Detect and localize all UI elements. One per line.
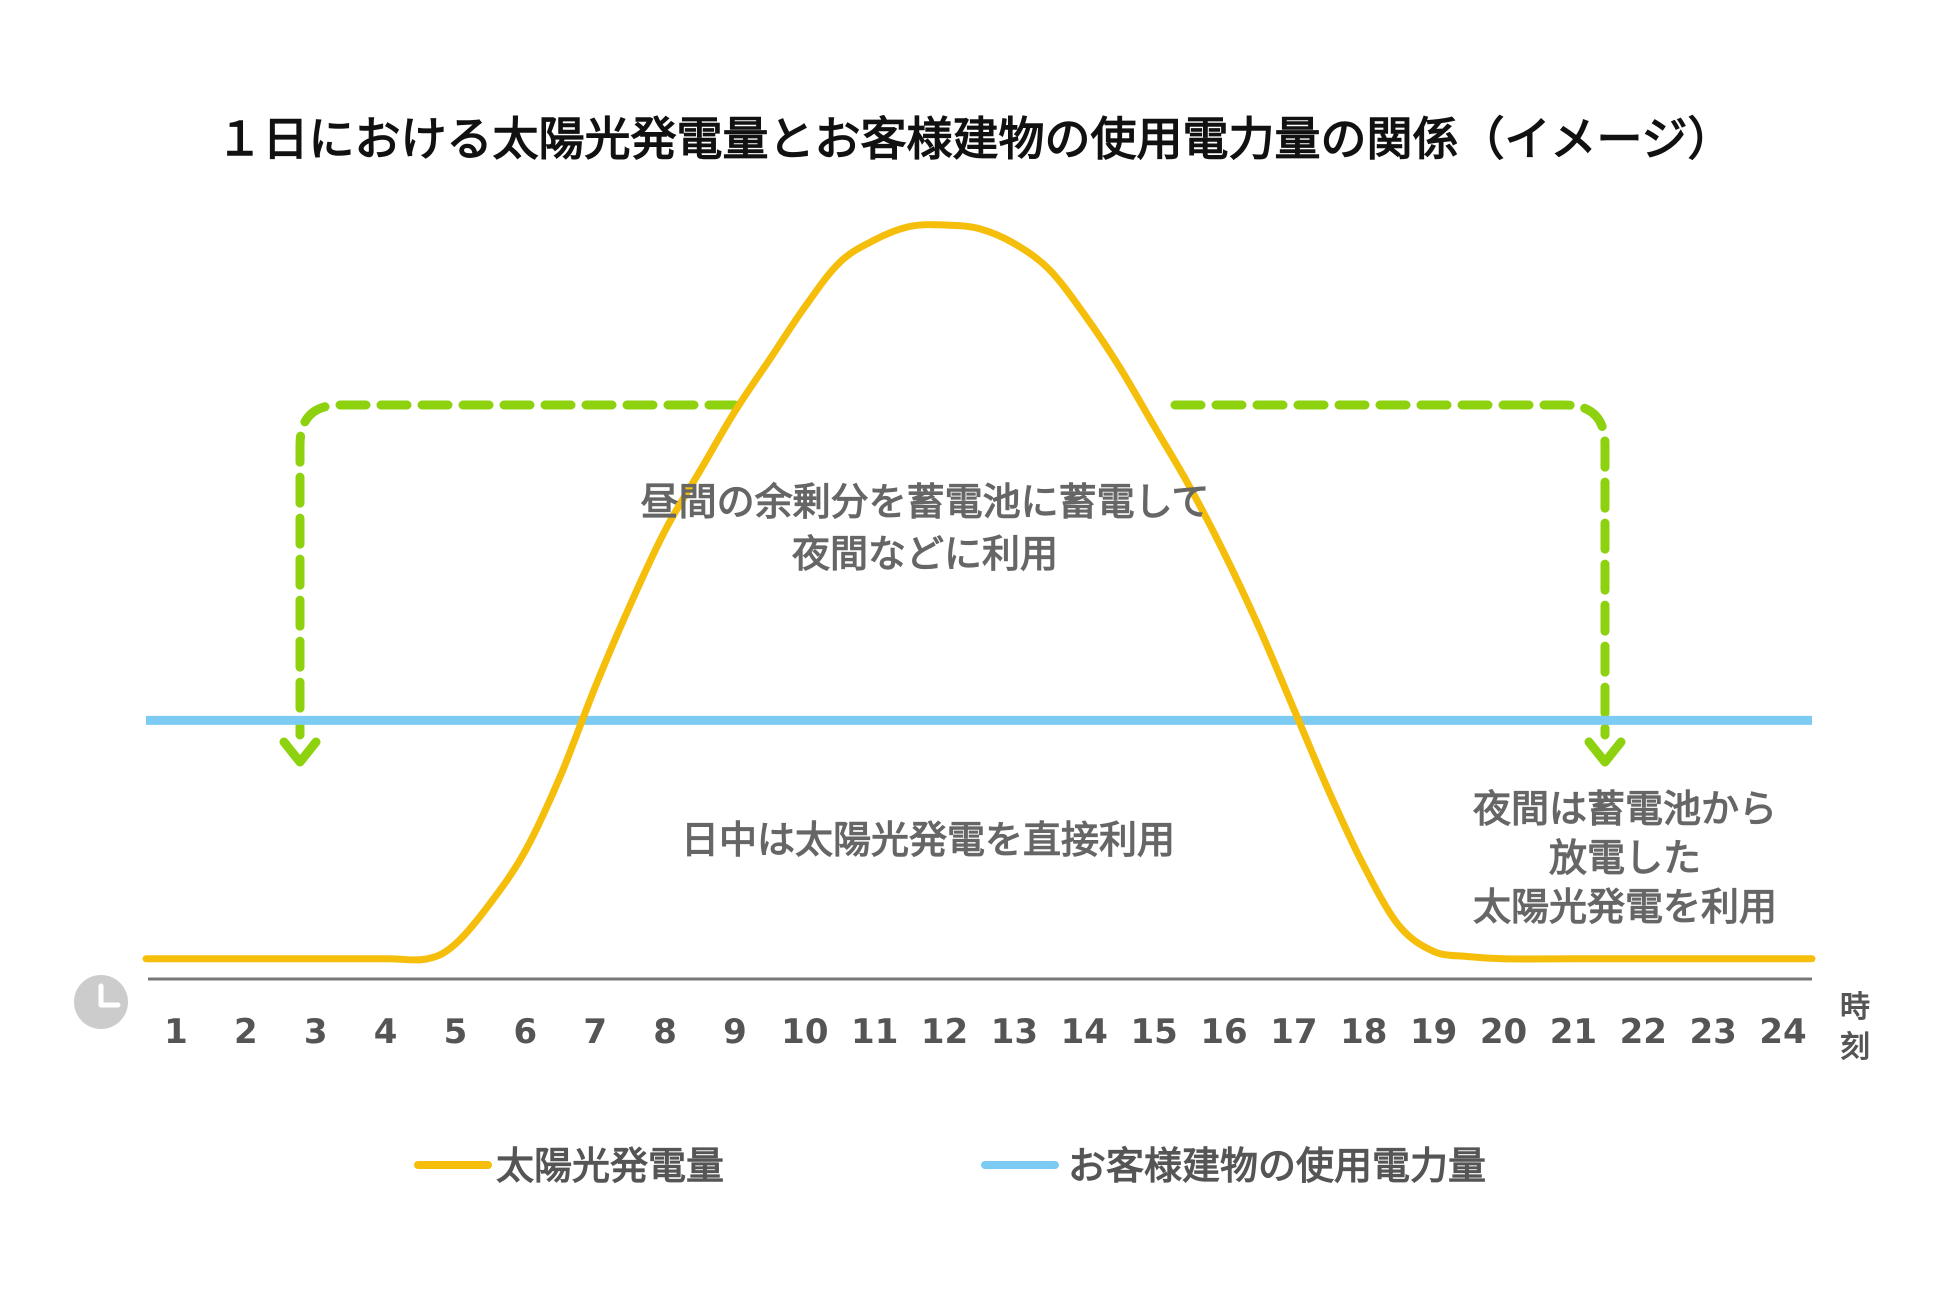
x-tick-label: 23 (1689, 1012, 1736, 1052)
x-tick-label: 3 (304, 1012, 328, 1052)
x-tick-label: 6 (514, 1012, 538, 1052)
x-axis-unit-char: 時 (1840, 990, 1870, 1025)
clock-icon (74, 975, 128, 1029)
x-tick-label: 8 (653, 1012, 677, 1052)
annotation-line: 日中は太陽光発電を直接利用 (681, 818, 1175, 862)
x-tick-label: 11 (851, 1012, 898, 1052)
x-axis-unit-char: 刻 (1840, 1030, 1870, 1065)
x-tick-label: 9 (723, 1012, 747, 1052)
arrow-left-head (279, 737, 321, 767)
x-tick-label: 4 (374, 1012, 398, 1052)
annotation-line: 太陽光発電を利用 (1473, 885, 1777, 929)
x-tick-label: 19 (1410, 1012, 1457, 1052)
series-solar-line (142, 221, 1816, 964)
x-tick-label: 18 (1340, 1012, 1387, 1052)
legend-label: 太陽光発電量 (496, 1144, 724, 1188)
x-tick-label: 14 (1061, 1012, 1108, 1052)
annotation-storage: 昼間の余剰分を蓄電池に蓄電して夜間などに利用 (641, 480, 1210, 576)
arrow-left-dashed (295, 400, 740, 740)
x-tick-label: 5 (444, 1012, 468, 1052)
annotation-line: 夜間などに利用 (791, 532, 1058, 576)
chart-title: １日における太陽光発電量とお客様建物の使用電力量の関係（イメージ） (216, 112, 1733, 166)
x-tick-label: 7 (583, 1012, 607, 1052)
x-tick-label: 13 (991, 1012, 1038, 1052)
legend-label: お客様建物の使用電力量 (1068, 1144, 1486, 1188)
x-tick-label: 2 (234, 1012, 258, 1052)
annotation-line: 昼間の余剰分を蓄電池に蓄電して (641, 480, 1210, 524)
storage-arrows (279, 400, 1626, 767)
x-tick-label: 12 (921, 1012, 968, 1052)
x-axis-unit: 時刻 (1840, 990, 1870, 1065)
clock-hands (98, 983, 121, 1008)
x-tick-label: 1 (164, 1012, 188, 1052)
x-tick-label: 21 (1550, 1012, 1597, 1052)
annotation-line: 夜間は蓄電池から (1472, 787, 1777, 831)
x-tick-label: 17 (1270, 1012, 1317, 1052)
annotation-line: 放電した (1549, 836, 1701, 880)
x-tick-label: 22 (1620, 1012, 1667, 1052)
x-tick-label: 10 (781, 1012, 828, 1052)
x-tick-label: 16 (1200, 1012, 1247, 1052)
arrow-right-dashed (1170, 400, 1610, 740)
annotation-daytime: 日中は太陽光発電を直接利用 (681, 818, 1175, 862)
x-tick-label: 24 (1759, 1012, 1806, 1052)
annotation-night: 夜間は蓄電池から放電した太陽光発電を利用 (1472, 787, 1777, 929)
arrow-right-head (1584, 737, 1626, 767)
x-tick-label: 20 (1480, 1012, 1527, 1052)
x-tick-label: 15 (1131, 1012, 1178, 1052)
legend: 太陽光発電量 お客様建物の使用電力量 (414, 1144, 1486, 1188)
x-axis-ticks: 1 2 3 4 5 6 7 8 9 10 11 12 13 14 15 16 17 18 19 20 21 22 23 24 (164, 1012, 1807, 1052)
